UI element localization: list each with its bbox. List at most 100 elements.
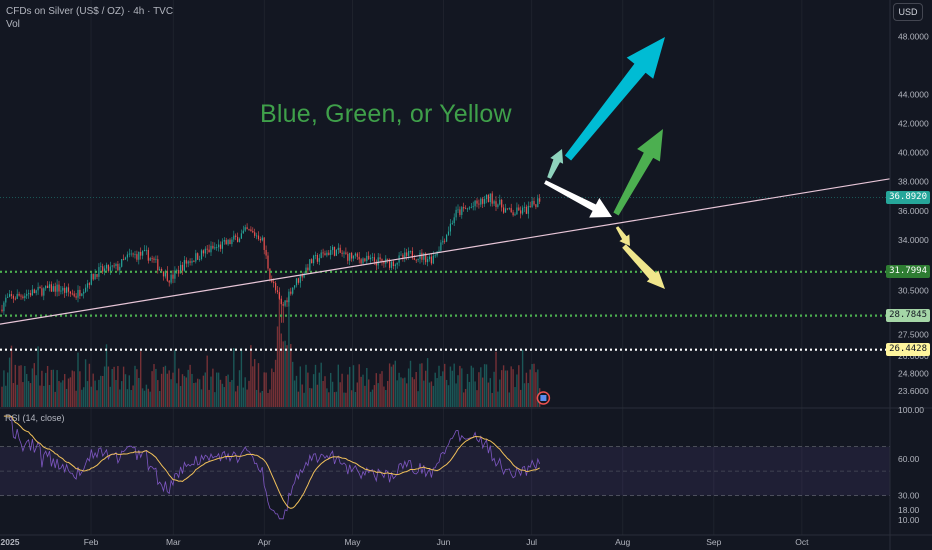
volume-bar — [20, 365, 22, 407]
candle-body — [259, 238, 261, 241]
volume-bar — [276, 326, 279, 407]
price-axis-tick: 24.8000 — [898, 369, 929, 379]
candle-body — [183, 260, 185, 271]
volume-bar — [305, 364, 307, 407]
candle-body — [159, 269, 161, 271]
volume-bar — [29, 383, 32, 407]
candle-body — [278, 292, 280, 299]
volume-bar — [174, 350, 176, 407]
candle-body — [311, 259, 313, 264]
volume-bar — [143, 390, 146, 407]
trendline[interactable] — [0, 178, 891, 325]
volume-bar — [487, 382, 490, 407]
candle-body — [256, 235, 258, 237]
volume-bar — [529, 369, 531, 407]
candle-body — [417, 258, 419, 261]
rsi-axis-tick: 30.00 — [898, 491, 920, 501]
volume-bar — [128, 375, 130, 407]
candle-body — [459, 209, 461, 215]
candle-body — [50, 284, 52, 292]
volume-bar — [141, 388, 144, 407]
candle-body — [332, 246, 334, 251]
volume-bar — [14, 364, 16, 407]
candle-body — [273, 281, 275, 284]
candle-body — [104, 268, 106, 272]
candle-body — [200, 250, 203, 260]
volume-bar — [311, 388, 313, 407]
candle-body — [210, 245, 212, 253]
candle-body — [379, 257, 381, 260]
volume-bar — [147, 388, 149, 407]
candle-body — [368, 255, 370, 260]
candle-body — [341, 252, 343, 254]
price-axis-tick: 27.5000 — [898, 329, 929, 339]
candle-body — [242, 230, 244, 234]
candle-body — [465, 208, 467, 210]
currency-button[interactable]: USD — [893, 3, 923, 21]
candle-body — [381, 259, 383, 262]
volume-bar — [284, 340, 286, 407]
volume-bar — [162, 366, 165, 407]
volume-bar — [360, 376, 362, 407]
volume-bars — [1, 293, 541, 407]
candle-body — [427, 259, 429, 263]
horizontal-levels[interactable] — [0, 197, 890, 351]
candle-body — [168, 280, 170, 283]
candle-body — [516, 207, 518, 215]
volume-bar — [535, 372, 537, 407]
candle-body — [451, 223, 453, 224]
candle-body — [250, 229, 252, 231]
candle-body — [109, 266, 111, 271]
volume-bar — [312, 374, 315, 407]
event-marker[interactable] — [536, 391, 551, 405]
volume-bar — [425, 370, 427, 407]
projection-arrows[interactable] — [544, 37, 665, 289]
volume-bar — [45, 372, 47, 407]
volume-bar — [461, 368, 463, 407]
candle-body — [337, 247, 339, 250]
candle-body — [18, 293, 20, 296]
volume-bar — [202, 375, 205, 407]
candle-body — [100, 266, 102, 268]
candle-body — [335, 249, 337, 256]
volume-bar — [512, 369, 514, 407]
candle-body — [28, 293, 30, 294]
volume-bar — [219, 379, 222, 407]
volume-bar — [343, 392, 345, 407]
volume-bar — [31, 368, 34, 407]
volume-bar — [324, 376, 326, 407]
volume-bar — [499, 379, 501, 407]
volume-bar — [160, 373, 163, 407]
volume-bar — [476, 390, 478, 407]
candle-body — [5, 297, 7, 303]
volume-bar — [349, 366, 351, 407]
candle-body — [64, 287, 66, 293]
volume-bar — [375, 373, 377, 407]
candle-body — [506, 208, 508, 210]
volume-bar — [8, 357, 11, 407]
candle-body — [164, 271, 166, 277]
candle-body — [88, 283, 90, 285]
volume-bar — [113, 366, 115, 407]
candle-body — [512, 212, 514, 216]
price-tag: 26.4428 — [886, 343, 930, 357]
candle-body — [145, 249, 147, 251]
candle-body — [478, 203, 480, 205]
price-axis-tick: 42.0000 — [898, 119, 929, 129]
candle-body — [22, 296, 24, 299]
candle-body — [307, 267, 309, 271]
candle-body — [529, 205, 531, 207]
candle-body — [98, 267, 100, 277]
annotation-text[interactable]: Blue, Green, or Yellow — [260, 100, 512, 128]
volume-bar — [235, 391, 237, 407]
price-candles — [1, 191, 541, 323]
candle-body — [525, 206, 527, 214]
candle-body — [489, 193, 491, 202]
candle-body — [480, 198, 482, 205]
candle-body — [199, 259, 201, 260]
candle-body — [178, 270, 180, 274]
volume-bar — [328, 392, 330, 407]
volume-bar — [159, 391, 161, 407]
volume-bar — [480, 367, 482, 407]
